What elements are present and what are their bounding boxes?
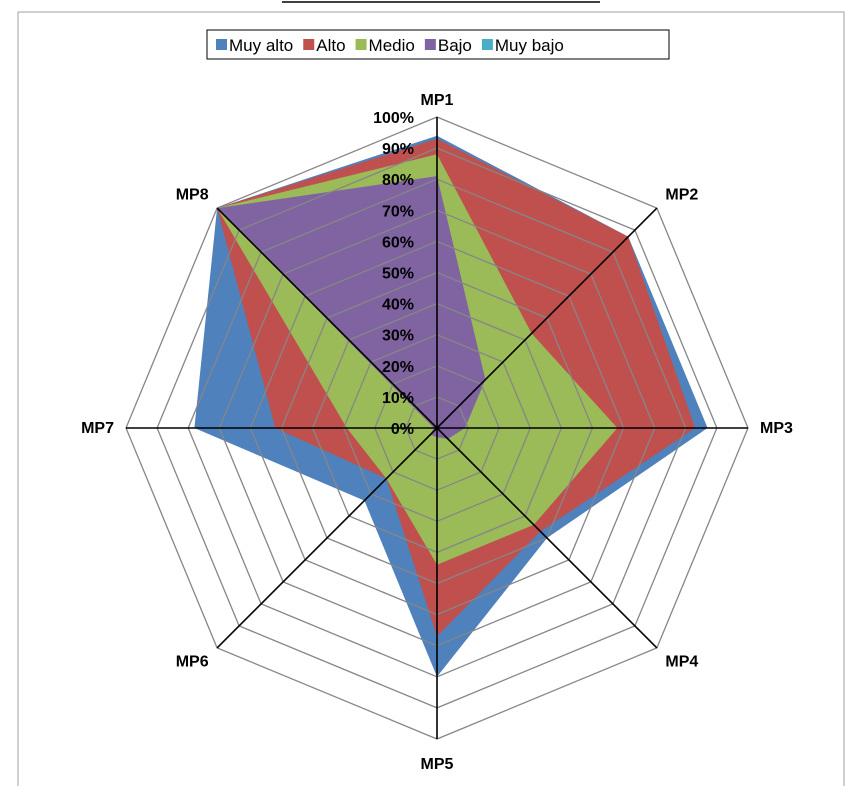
tick-label: 80% [382,172,414,189]
tick-label: 70% [382,203,414,220]
axis-label-mp1: MP1 [421,92,454,109]
tick-label: 10% [382,390,414,407]
legend-label: Bajo [438,36,472,55]
chart-frame-right [18,11,845,786]
axis-label-mp5: MP5 [421,756,454,773]
tick-label: 0% [391,421,414,438]
spoke [436,207,658,429]
legend-swatch [424,39,436,50]
legend-swatch [303,39,315,50]
legend-label: Medio [369,36,415,55]
axis-label-mp2: MP2 [665,187,698,204]
legend-swatch [481,39,493,50]
tick-label: 40% [382,297,414,314]
legend-swatch [216,39,227,50]
axis-label-mp3: MP3 [760,420,793,437]
radar-spokes [126,117,748,739]
spoke [216,427,438,649]
legend-item: Alto [303,36,346,55]
legend-label: Alto [316,36,345,55]
legend: Muy alto Alto Medio Bajo Muy bajo [206,29,670,60]
axis-label-mp4: MP4 [665,653,698,670]
tick-labels: 0% 10% 20% 30% 40% 50% 60% 70% 80% 90% 100% [373,110,414,438]
axis-label-mp6: MP6 [176,653,209,670]
tick-label: 60% [382,234,414,251]
axis-label-mp8: MP8 [176,187,209,204]
tick-label: 90% [382,141,414,158]
legend-box [206,29,670,60]
spoke [436,427,658,649]
legend-item: Medio [355,36,415,55]
tick-label: 20% [382,359,414,376]
legend-item: Muy bajo [481,36,564,55]
legend-item: Bajo [424,36,472,55]
axis-labels: MP1 MP2 MP3 MP4 MP5 MP6 MP7 MP8 [81,92,793,773]
legend-item: Muy alto [216,36,293,55]
legend-label: Muy alto [229,36,293,55]
axis-label-mp7: MP7 [81,420,114,437]
legend-label: Muy bajo [495,36,564,55]
series-areas [194,135,708,677]
spoke [216,207,438,429]
tick-label: 50% [382,266,414,283]
tick-label: 30% [382,328,414,345]
tick-label: 100% [373,110,414,127]
legend-swatch [355,39,367,50]
